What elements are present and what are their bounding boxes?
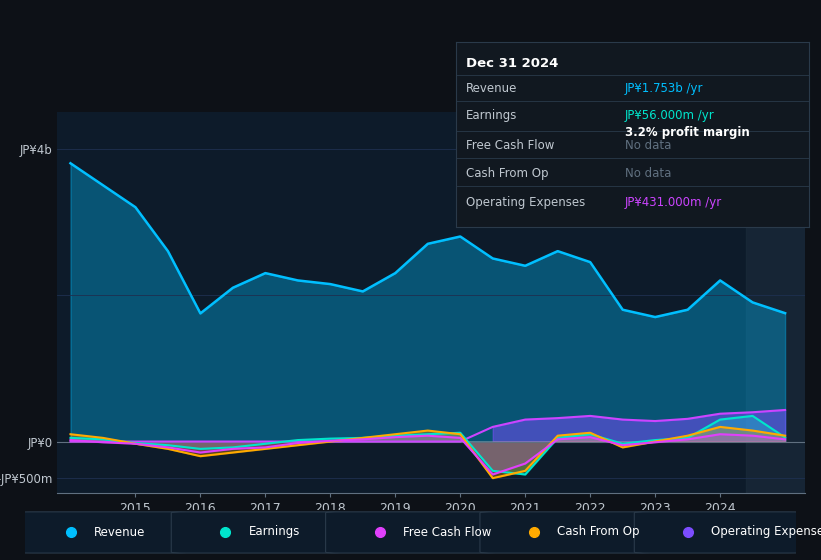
Text: Free Cash Flow: Free Cash Flow — [466, 139, 555, 152]
Text: Dec 31 2024: Dec 31 2024 — [466, 57, 558, 70]
Text: JP¥1.753b /yr: JP¥1.753b /yr — [625, 82, 704, 95]
Text: Operating Expenses: Operating Expenses — [712, 525, 821, 539]
Text: Cash From Op: Cash From Op — [466, 167, 548, 180]
Text: Revenue: Revenue — [94, 525, 145, 539]
Text: Operating Expenses: Operating Expenses — [466, 196, 585, 209]
FancyBboxPatch shape — [635, 512, 804, 553]
Text: No data: No data — [625, 167, 672, 180]
Bar — [746, 112, 808, 493]
Text: Earnings: Earnings — [249, 525, 300, 539]
FancyBboxPatch shape — [17, 512, 186, 553]
FancyBboxPatch shape — [172, 512, 341, 553]
FancyBboxPatch shape — [480, 512, 649, 553]
Text: Earnings: Earnings — [466, 109, 517, 123]
Text: JP¥431.000m /yr: JP¥431.000m /yr — [625, 196, 722, 209]
Text: Free Cash Flow: Free Cash Flow — [403, 525, 491, 539]
Text: Revenue: Revenue — [466, 82, 517, 95]
Text: JP¥56.000m /yr: JP¥56.000m /yr — [625, 109, 715, 123]
Text: No data: No data — [625, 139, 672, 152]
Text: Cash From Op: Cash From Op — [557, 525, 640, 539]
Text: 3.2% profit margin: 3.2% profit margin — [625, 126, 750, 139]
FancyBboxPatch shape — [326, 512, 495, 553]
